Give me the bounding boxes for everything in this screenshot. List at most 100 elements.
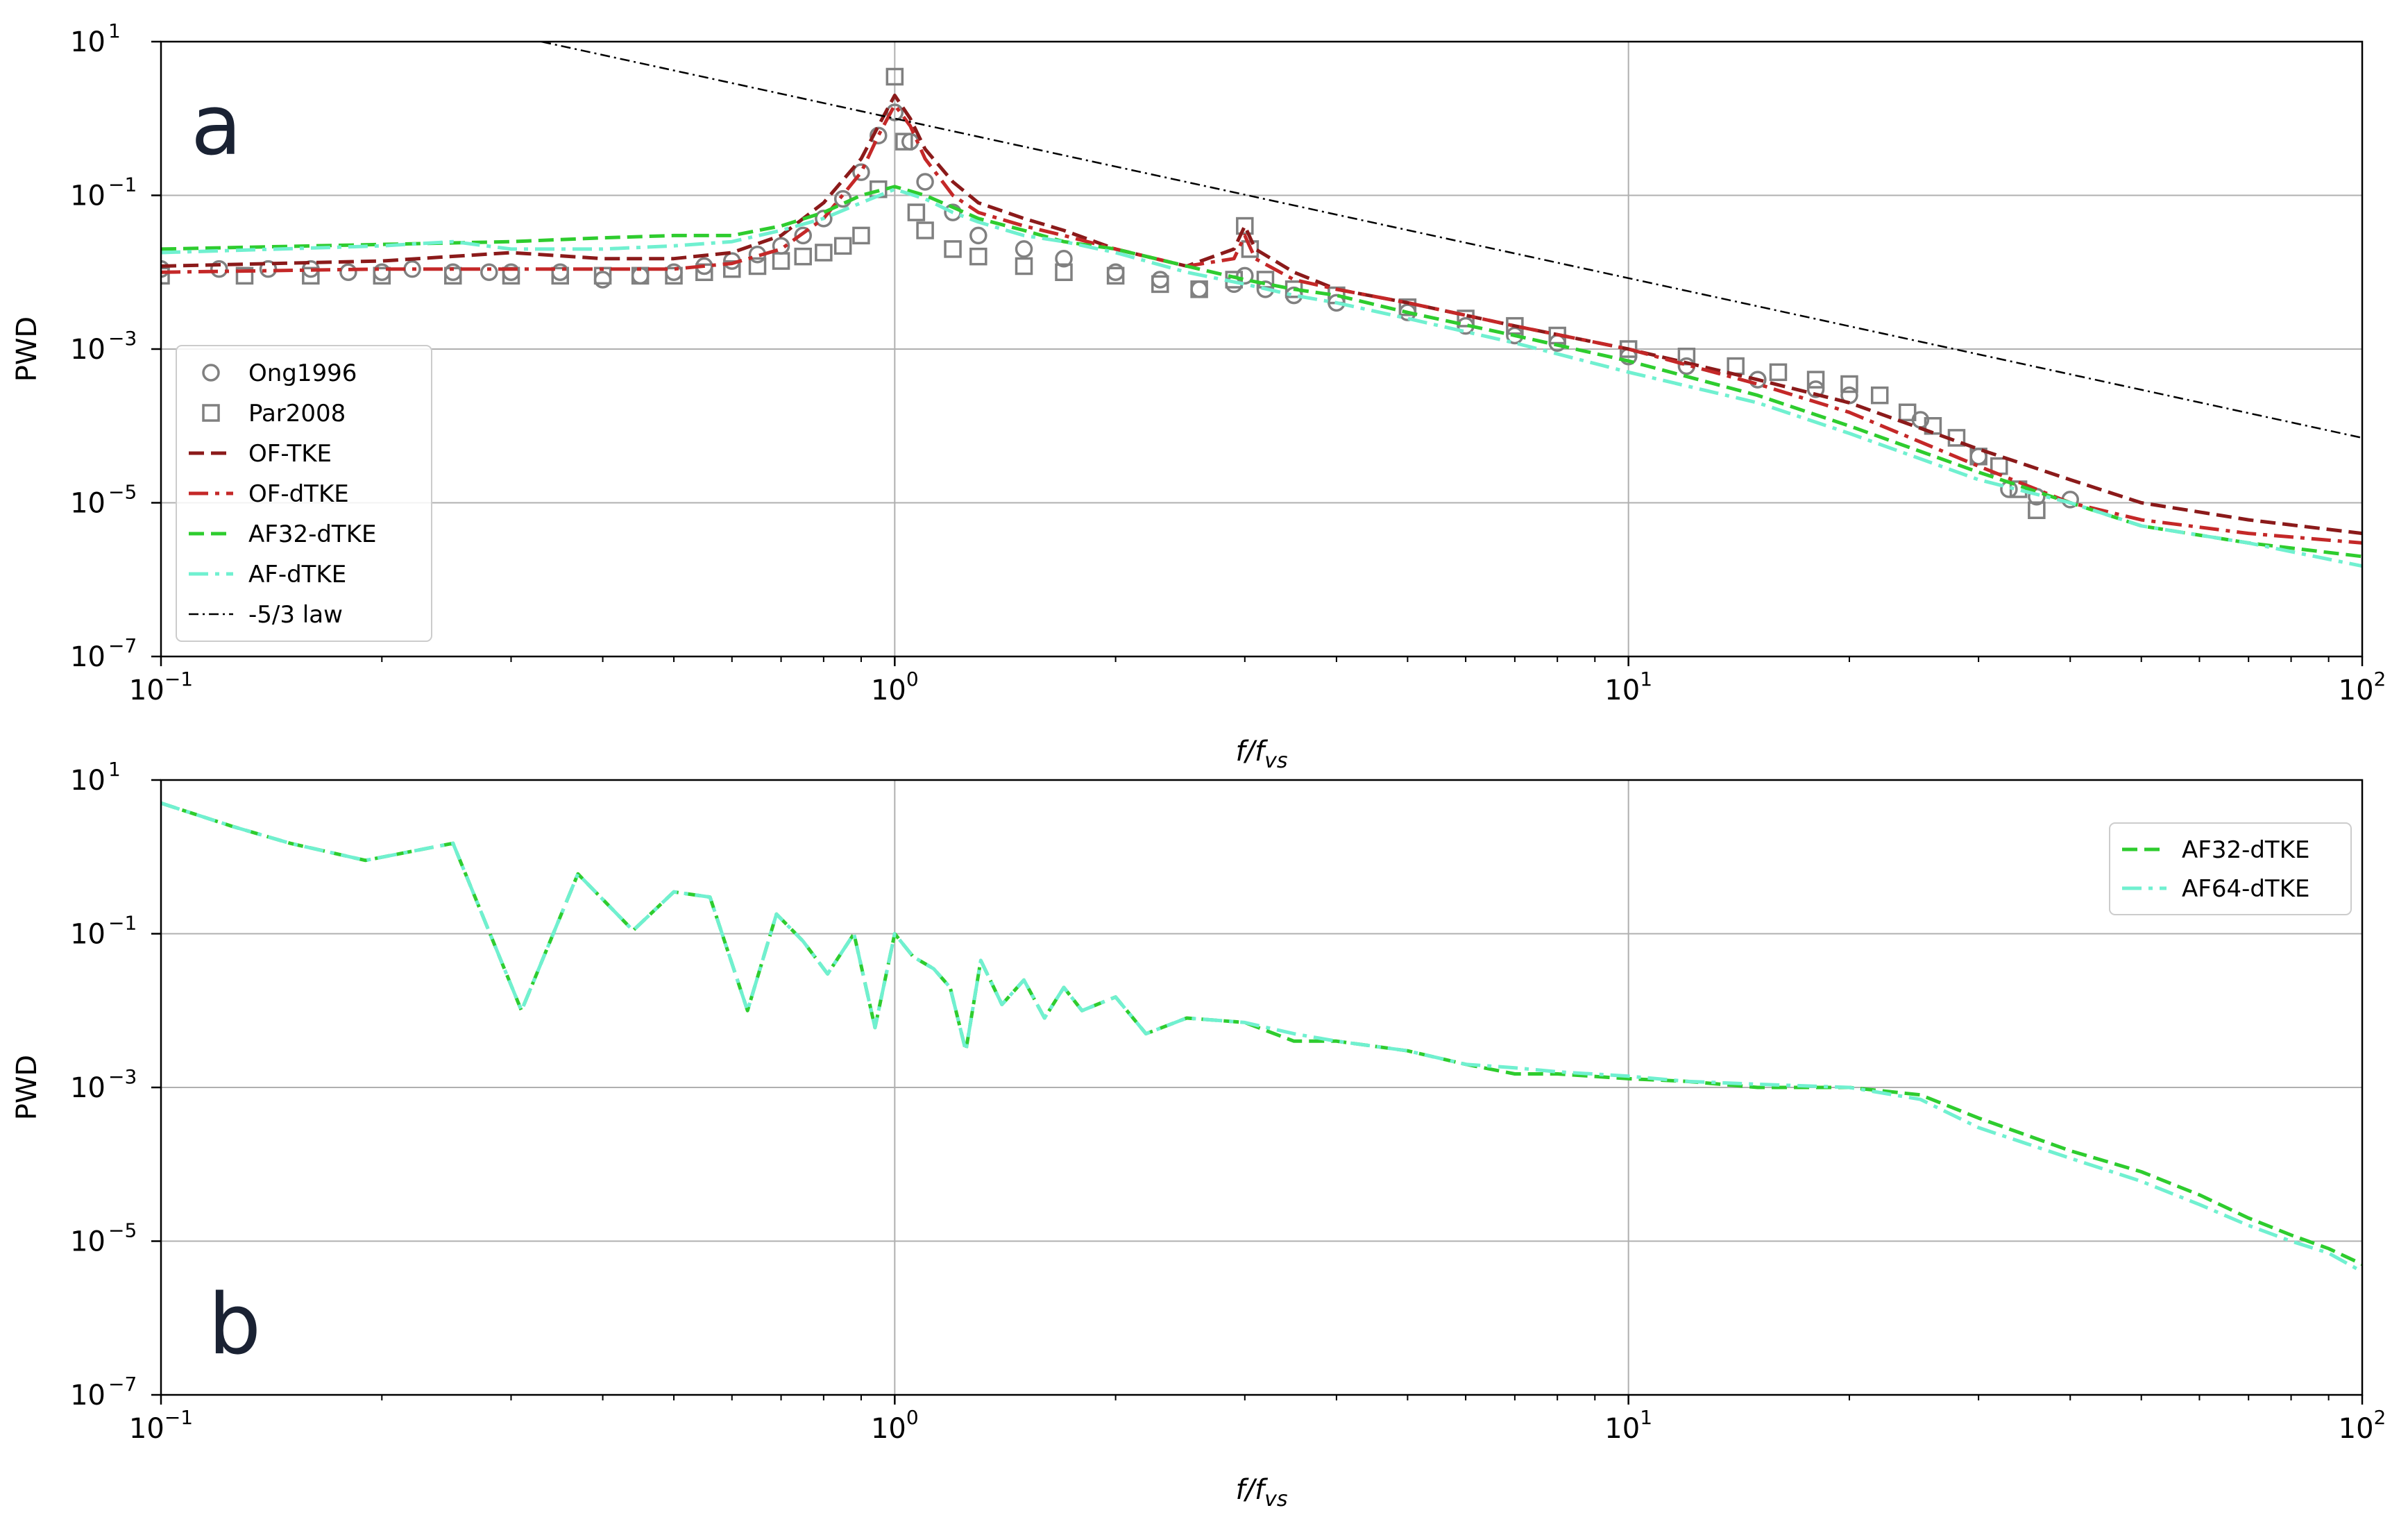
data-point-square [969, 247, 987, 266]
data-point-circle [794, 226, 812, 245]
data-point-circle [551, 263, 570, 281]
legend-box [2109, 822, 2352, 915]
x-tick-label: 10−1 [129, 1406, 193, 1445]
y-tick-label: 10 [70, 488, 105, 520]
x-tick-label: 102 [2339, 1406, 2386, 1445]
series-af64-dtke [161, 801, 2362, 1273]
series-af-dtke [161, 187, 2362, 568]
panel-a-ylabel: PWD [11, 316, 43, 382]
y-tick-exponent: 1 [108, 758, 121, 781]
data-point-circle [969, 226, 987, 245]
legend-entry: AF-dTKE [189, 561, 346, 588]
data-point-square [1769, 363, 1788, 382]
data-point-square [1151, 275, 1169, 294]
data-point-square [1870, 386, 1889, 405]
panel-a-legend: Ong1996 Par2008 OF-TKE OF-dTKE AF32-dTKE AF-d… [176, 345, 432, 642]
data-point-circle [852, 163, 870, 181]
data-point-square [235, 266, 254, 285]
panel-b-legend: AF32-dTKE AF64-dTKE [2109, 822, 2352, 915]
series-ong1996 [161, 103, 2079, 509]
y-tick-label: 10 [70, 26, 105, 58]
legend-label: OF-TKE [248, 440, 332, 468]
data-point-circle [339, 263, 357, 281]
data-point-square [794, 247, 812, 266]
panel-b-letter: b [208, 1277, 261, 1373]
data-point-square [373, 266, 391, 285]
x-tick-label: 102 [2339, 668, 2386, 706]
data-point-square [723, 260, 741, 278]
series-par2008 [161, 67, 2046, 519]
legend-entry: OF-dTKE [189, 480, 349, 508]
data-point-square [665, 266, 683, 285]
data-point-square [1190, 280, 1208, 298]
y-tick-label: 10 [70, 641, 105, 673]
legend-entry: Par2008 [202, 400, 346, 427]
data-point-circle [1055, 249, 1073, 268]
series-line [541, 42, 2362, 439]
y-tick-label: 10 [70, 765, 105, 797]
legend-label: Ong1996 [248, 359, 357, 387]
series-line [161, 801, 2362, 1266]
data-point-circle [502, 263, 520, 281]
x-tick-label: 10−1 [129, 668, 193, 706]
y-tick-label: 10 [70, 1226, 105, 1258]
panel-a-grid [160, 41, 2363, 657]
legend-entry: Ong1996 [202, 359, 357, 387]
panel-b-xlabel: f/fvs [1235, 1474, 1287, 1511]
y-tick-exponent: −5 [108, 481, 137, 504]
y-tick-label: 10 [70, 180, 105, 212]
series-line [161, 187, 2362, 568]
legend-label: OF-dTKE [248, 480, 349, 508]
y-tick-exponent: −7 [108, 1373, 137, 1396]
data-point-square [1106, 266, 1125, 285]
data-point-square [772, 252, 790, 270]
legend-label: AF32-dTKE [248, 520, 376, 548]
data-point-square [916, 221, 934, 239]
data-point-square [1969, 448, 1987, 466]
data-point-square [1015, 257, 1033, 276]
y-tick-exponent: 1 [108, 19, 121, 42]
x-tick-label: 101 [1604, 1406, 1652, 1445]
data-point-circle [870, 126, 888, 145]
x-tick-label: 100 [871, 1406, 919, 1445]
data-point-square [1055, 263, 1073, 281]
legend-marker [202, 364, 220, 382]
series-line [161, 93, 2362, 536]
legend-label: AF-dTKE [248, 561, 346, 588]
y-tick-label: 10 [70, 1072, 105, 1104]
panel-a-letter: a [191, 78, 242, 174]
data-point-circle [1806, 380, 1825, 398]
legend-label: Par2008 [248, 400, 346, 427]
data-point-square [833, 237, 852, 255]
data-point-circle [373, 263, 391, 281]
legend-entry: OF-TKE [189, 440, 332, 468]
x-tick-label: 100 [871, 668, 919, 706]
data-point-square [815, 244, 833, 262]
data-point-square [1840, 375, 1858, 393]
y-tick-label: 10 [70, 1380, 105, 1412]
data-point-circle [480, 263, 498, 281]
data-point-circle [210, 260, 228, 278]
panel-a-series [161, 42, 2362, 568]
data-point-circle [665, 263, 683, 281]
data-point-circle [593, 271, 612, 289]
legend-label: AF64-dTKE [2182, 875, 2309, 903]
legend-entry: -5/3 law [189, 601, 343, 629]
data-point-square [1806, 371, 1825, 389]
panel-b-series [161, 801, 2362, 1273]
series-line [161, 103, 2362, 545]
y-tick-exponent: −7 [108, 634, 137, 657]
series-af32-dtke [161, 185, 2362, 559]
data-point-circle [916, 173, 934, 191]
panel-b-ylabel: PWD [11, 1055, 43, 1120]
legend-marker [202, 404, 220, 422]
series-of-tke [161, 93, 2362, 536]
legend-box [176, 345, 432, 642]
y-tick-exponent: −1 [108, 173, 137, 196]
series-of-dtke [161, 103, 2362, 545]
data-point-square [907, 203, 926, 221]
data-point-square [1236, 217, 1254, 235]
